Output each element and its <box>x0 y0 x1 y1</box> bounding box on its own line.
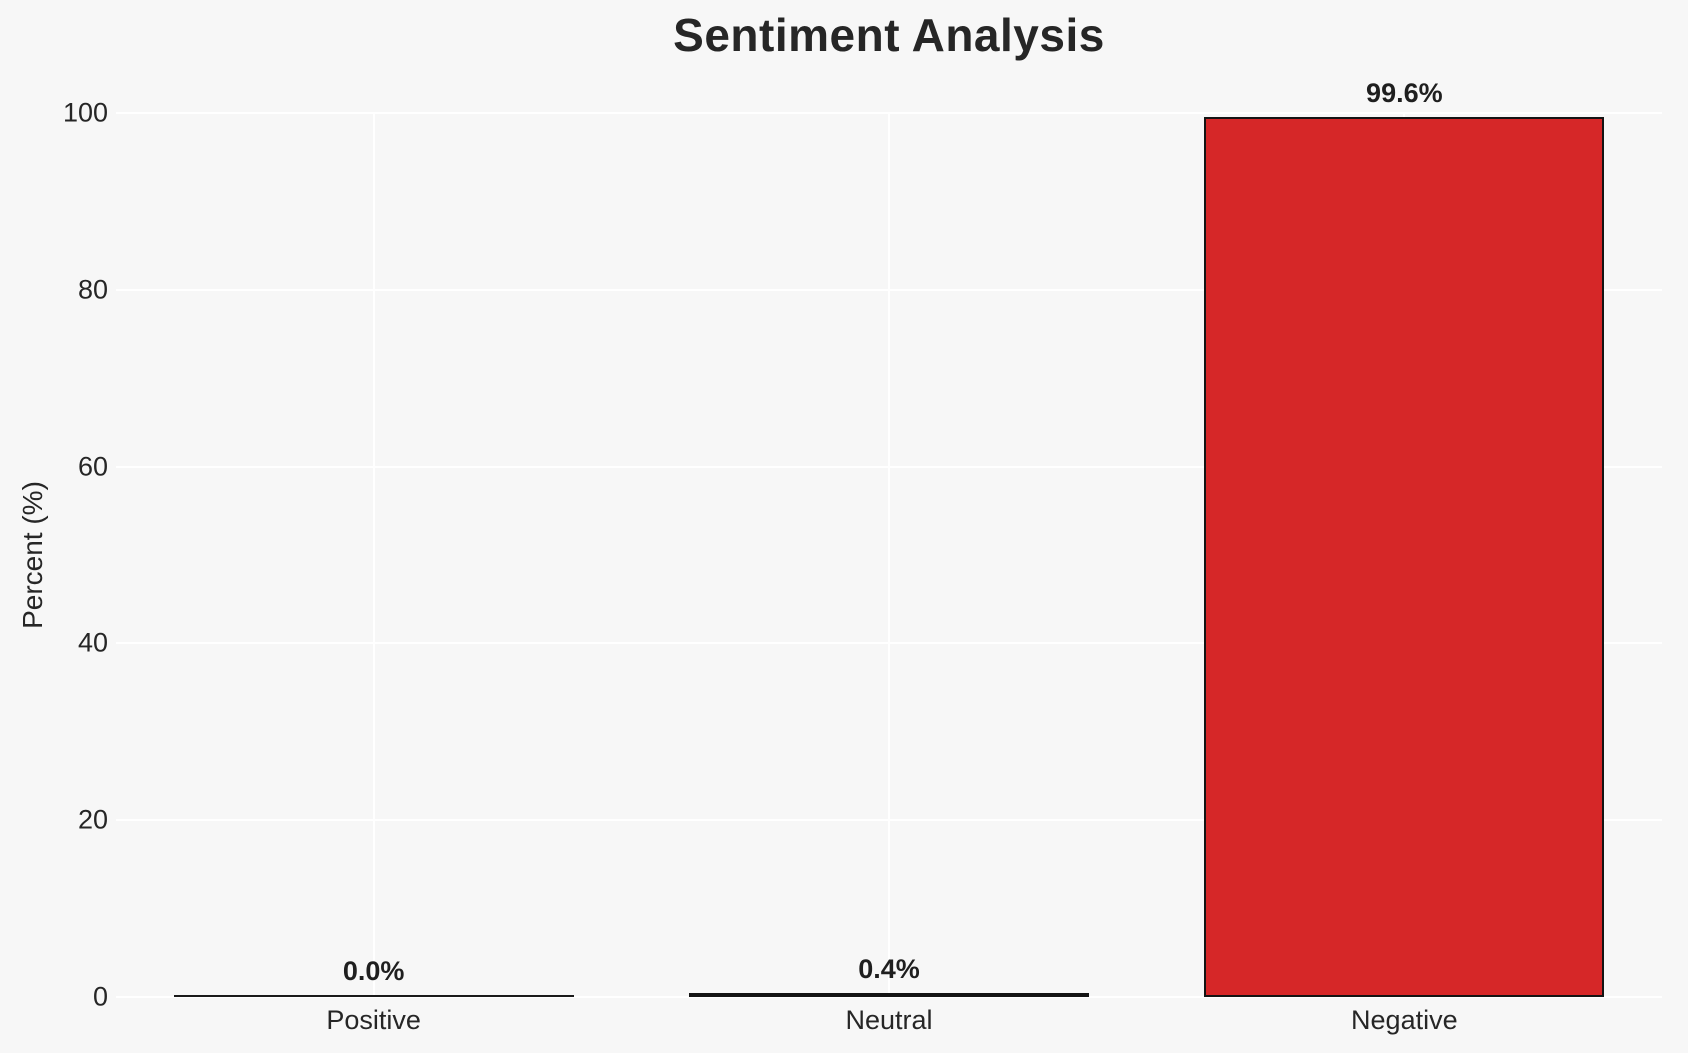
x-tick-label: Positive <box>326 1005 421 1035</box>
y-tick-label: 40 <box>77 627 108 658</box>
x-tick-label: Negative <box>1351 1005 1458 1035</box>
bar-value-label: 0.4% <box>858 954 920 984</box>
x-tick-label: Neutral <box>845 1005 933 1035</box>
bar-positive <box>173 995 574 997</box>
chart-title: Sentiment Analysis <box>673 9 1105 61</box>
v-gridline <box>372 113 375 997</box>
y-tick-label: 80 <box>77 274 108 305</box>
y-tick-label: 20 <box>77 804 108 835</box>
y-tick-label: 0 <box>92 981 108 1012</box>
bar-value-label: 99.6% <box>1366 77 1443 108</box>
v-gridline <box>888 113 890 997</box>
y-tick-label: 60 <box>77 451 108 482</box>
y-tick-label: 100 <box>62 97 108 128</box>
bar-neutral <box>689 993 1089 997</box>
y-axis-label: Percent (%) <box>17 481 48 629</box>
h-gridline <box>116 996 1662 998</box>
bar-value-label: 0.0% <box>342 956 405 986</box>
bar-negative <box>1204 116 1605 997</box>
